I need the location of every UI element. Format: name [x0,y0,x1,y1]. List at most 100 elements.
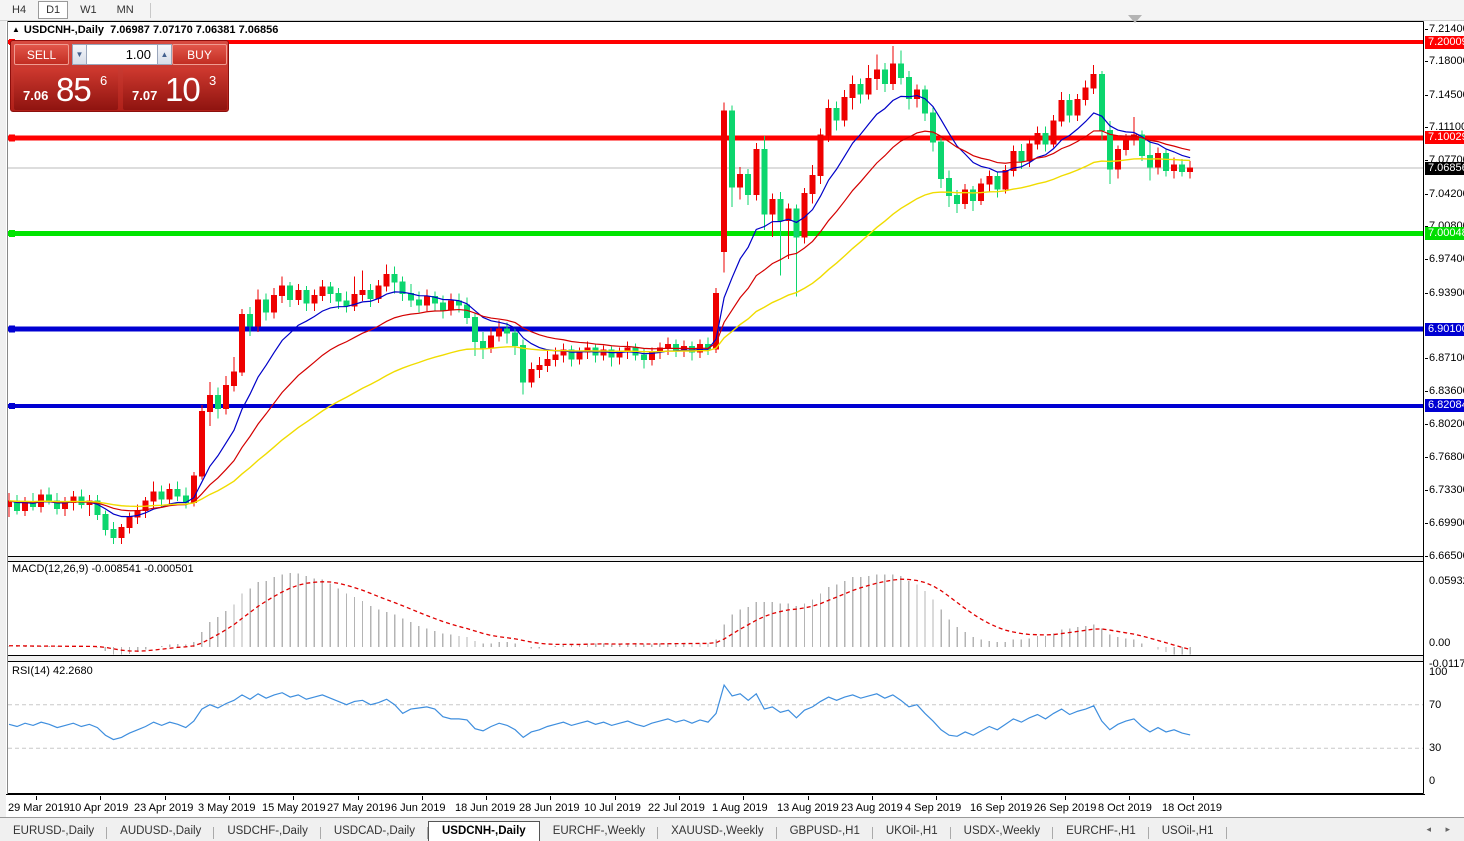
date-tick-label: 23 Aug 2019 [841,802,903,814]
buy-price-big: 10 [165,71,201,108]
one-click-trading-panel: SELL ▼ 1.00 ▲ BUY 7.06 85 6 7.07 10 3 [10,40,229,112]
volume-decrease-button[interactable]: ▼ [72,44,87,65]
timeframe-button-h4[interactable]: H4 [12,4,27,16]
buy-price-button[interactable]: 7.07 10 3 [123,68,227,110]
date-tick-label: 3 May 2019 [198,802,256,814]
date-tick-mark [422,796,423,800]
date-tick-label: 22 Jul 2019 [648,802,705,814]
chart-window[interactable] [6,21,1464,817]
price-tick-mark [1425,293,1428,294]
date-tick-label: 23 Apr 2019 [134,802,194,814]
tab-divider [213,827,215,839]
date-tick-mark [872,796,873,800]
chart-tab-eurchf-weekly[interactable]: EURCHF-,Weekly [540,822,659,841]
date-tick-mark [36,796,37,800]
price-tick-mark [1425,490,1428,491]
sell-button[interactable]: SELL [14,44,69,65]
chart-tab-eurusd-daily[interactable]: EURUSD-,Daily [0,822,108,841]
date-tick-mark [1129,796,1130,800]
chart-plot[interactable] [7,21,1425,795]
toolbar-divider [149,2,151,18]
chart-tab-eurchf-h1[interactable]: EURCHF-,H1 [1053,822,1149,841]
date-tick-label: 29 Mar 2019 [8,802,70,814]
chart-tab-ukoil-h1[interactable]: UKOil-,H1 [873,822,951,841]
tab-scroll-arrows[interactable]: ◂ ▸ [1426,824,1456,834]
price-tick-label: 6.97400 [1429,253,1464,265]
date-tick-mark [550,796,551,800]
date-axis[interactable]: 29 Mar 2019 10 Apr 2019 23 Apr 2019 3 May 2… [6,794,1425,817]
date-tick-mark [1193,796,1194,800]
macd-axis-label: 0.059323 [1429,575,1464,587]
chart-tab-xauusd-weekly[interactable]: XAUUSD-,Weekly [658,822,777,841]
chart-tab-gbpusd-h1[interactable]: GBPUSD-,H1 [777,822,873,841]
price-tick-mark [1425,556,1428,557]
date-tick-label: 1 Aug 2019 [712,802,768,814]
price-tick-mark [1425,424,1428,425]
date-tick-mark [1065,796,1066,800]
sell-price-button[interactable]: 7.06 85 6 [14,68,118,110]
sell-price-big: 85 [56,71,92,108]
spin-down-icon: ▼ [75,50,84,59]
timeframe-button-d1[interactable]: D1 [38,1,69,19]
chart-tab-audusd-daily[interactable]: AUDUSD-,Daily [107,822,215,841]
price-tick-label: 6.93900 [1429,287,1464,299]
tab-divider [1147,827,1149,839]
date-tick-mark [679,796,680,800]
date-tick-label: 28 Jun 2019 [519,802,580,814]
collapse-triangle-icon[interactable]: ▲ [12,25,20,34]
price-badge-7.00048: 7.00048 [1425,227,1464,240]
date-tick-mark [100,796,101,800]
price-tick-mark [1425,391,1428,392]
date-tick-label: 18 Oct 2019 [1162,802,1222,814]
price-tick-mark [1425,226,1428,227]
sell-price-small: 7.06 [23,88,49,103]
chart-tab-usdchf-daily[interactable]: USDCHF-,Daily [214,822,321,841]
price-tick-mark [1425,194,1428,195]
chart-shift-marker-icon[interactable] [1128,15,1142,23]
chart-title-symbol: USDCNH-,Daily [23,24,104,36]
date-tick-mark [808,796,809,800]
price-badge-7.06856: 7.06856 [1425,162,1464,175]
price-badge-7.10029: 7.10029 [1425,131,1464,144]
date-tick-label: 16 Sep 2019 [970,802,1033,814]
price-tick-mark [1425,358,1428,359]
macd-axis-label: -0.011773 [1429,658,1464,670]
date-tick-label: 27 May 2019 [327,802,391,814]
price-tick-label: 6.73300 [1429,484,1464,496]
date-tick-label: 18 Jun 2019 [455,802,516,814]
price-tick-mark [1425,127,1428,128]
tab-divider [871,827,873,839]
price-tick-mark [1425,457,1428,458]
timeframe-button-w1[interactable]: W1 [80,4,97,16]
chart-tab-usdx-weekly[interactable]: USDX-,Weekly [951,822,1054,841]
date-tick-label: 10 Jul 2019 [584,802,641,814]
date-tick-label: 8 Oct 2019 [1098,802,1152,814]
buy-button[interactable]: BUY [172,44,227,65]
chart-title-ohlc: 7.06987 7.07170 7.06381 7.06856 [110,24,279,36]
chart-tab-usdcad-daily[interactable]: USDCAD-,Daily [321,822,428,841]
date-tick-mark [165,796,166,800]
date-tick-label: 4 Sep 2019 [905,802,962,814]
date-tick-label: 15 May 2019 [262,802,326,814]
price-tick-label: 7.14500 [1429,89,1464,101]
chart-tab-usdcnh-daily[interactable]: USDCNH-,Daily [427,821,540,841]
macd-value-main: -0.008541 [91,563,142,575]
rsi-label: RSI(14) 42.2680 [12,665,93,677]
volume-increase-button[interactable]: ▲ [157,44,172,65]
tab-divider [1052,827,1054,839]
timeframe-button-mn[interactable]: MN [116,4,134,16]
volume-input[interactable]: 1.00 [87,44,157,65]
tab-divider [775,827,777,839]
rsi-axis-label: 70 [1429,699,1442,711]
price-tick-label: 6.76800 [1429,451,1464,463]
chart-tab-usoil-h1[interactable]: USOil-,H1 [1149,822,1227,841]
sell-price-sup: 6 [100,73,108,88]
tab-divider [106,827,108,839]
price-tick-label: 6.66500 [1429,550,1464,562]
price-tick-label: 7.11100 [1429,121,1464,133]
buy-price-sup: 3 [209,73,217,88]
tab-divider [949,827,951,839]
price-tick-mark [1425,29,1428,30]
price-axis[interactable]: 7.214007.180007.145007.111007.077007.042… [1425,21,1464,794]
